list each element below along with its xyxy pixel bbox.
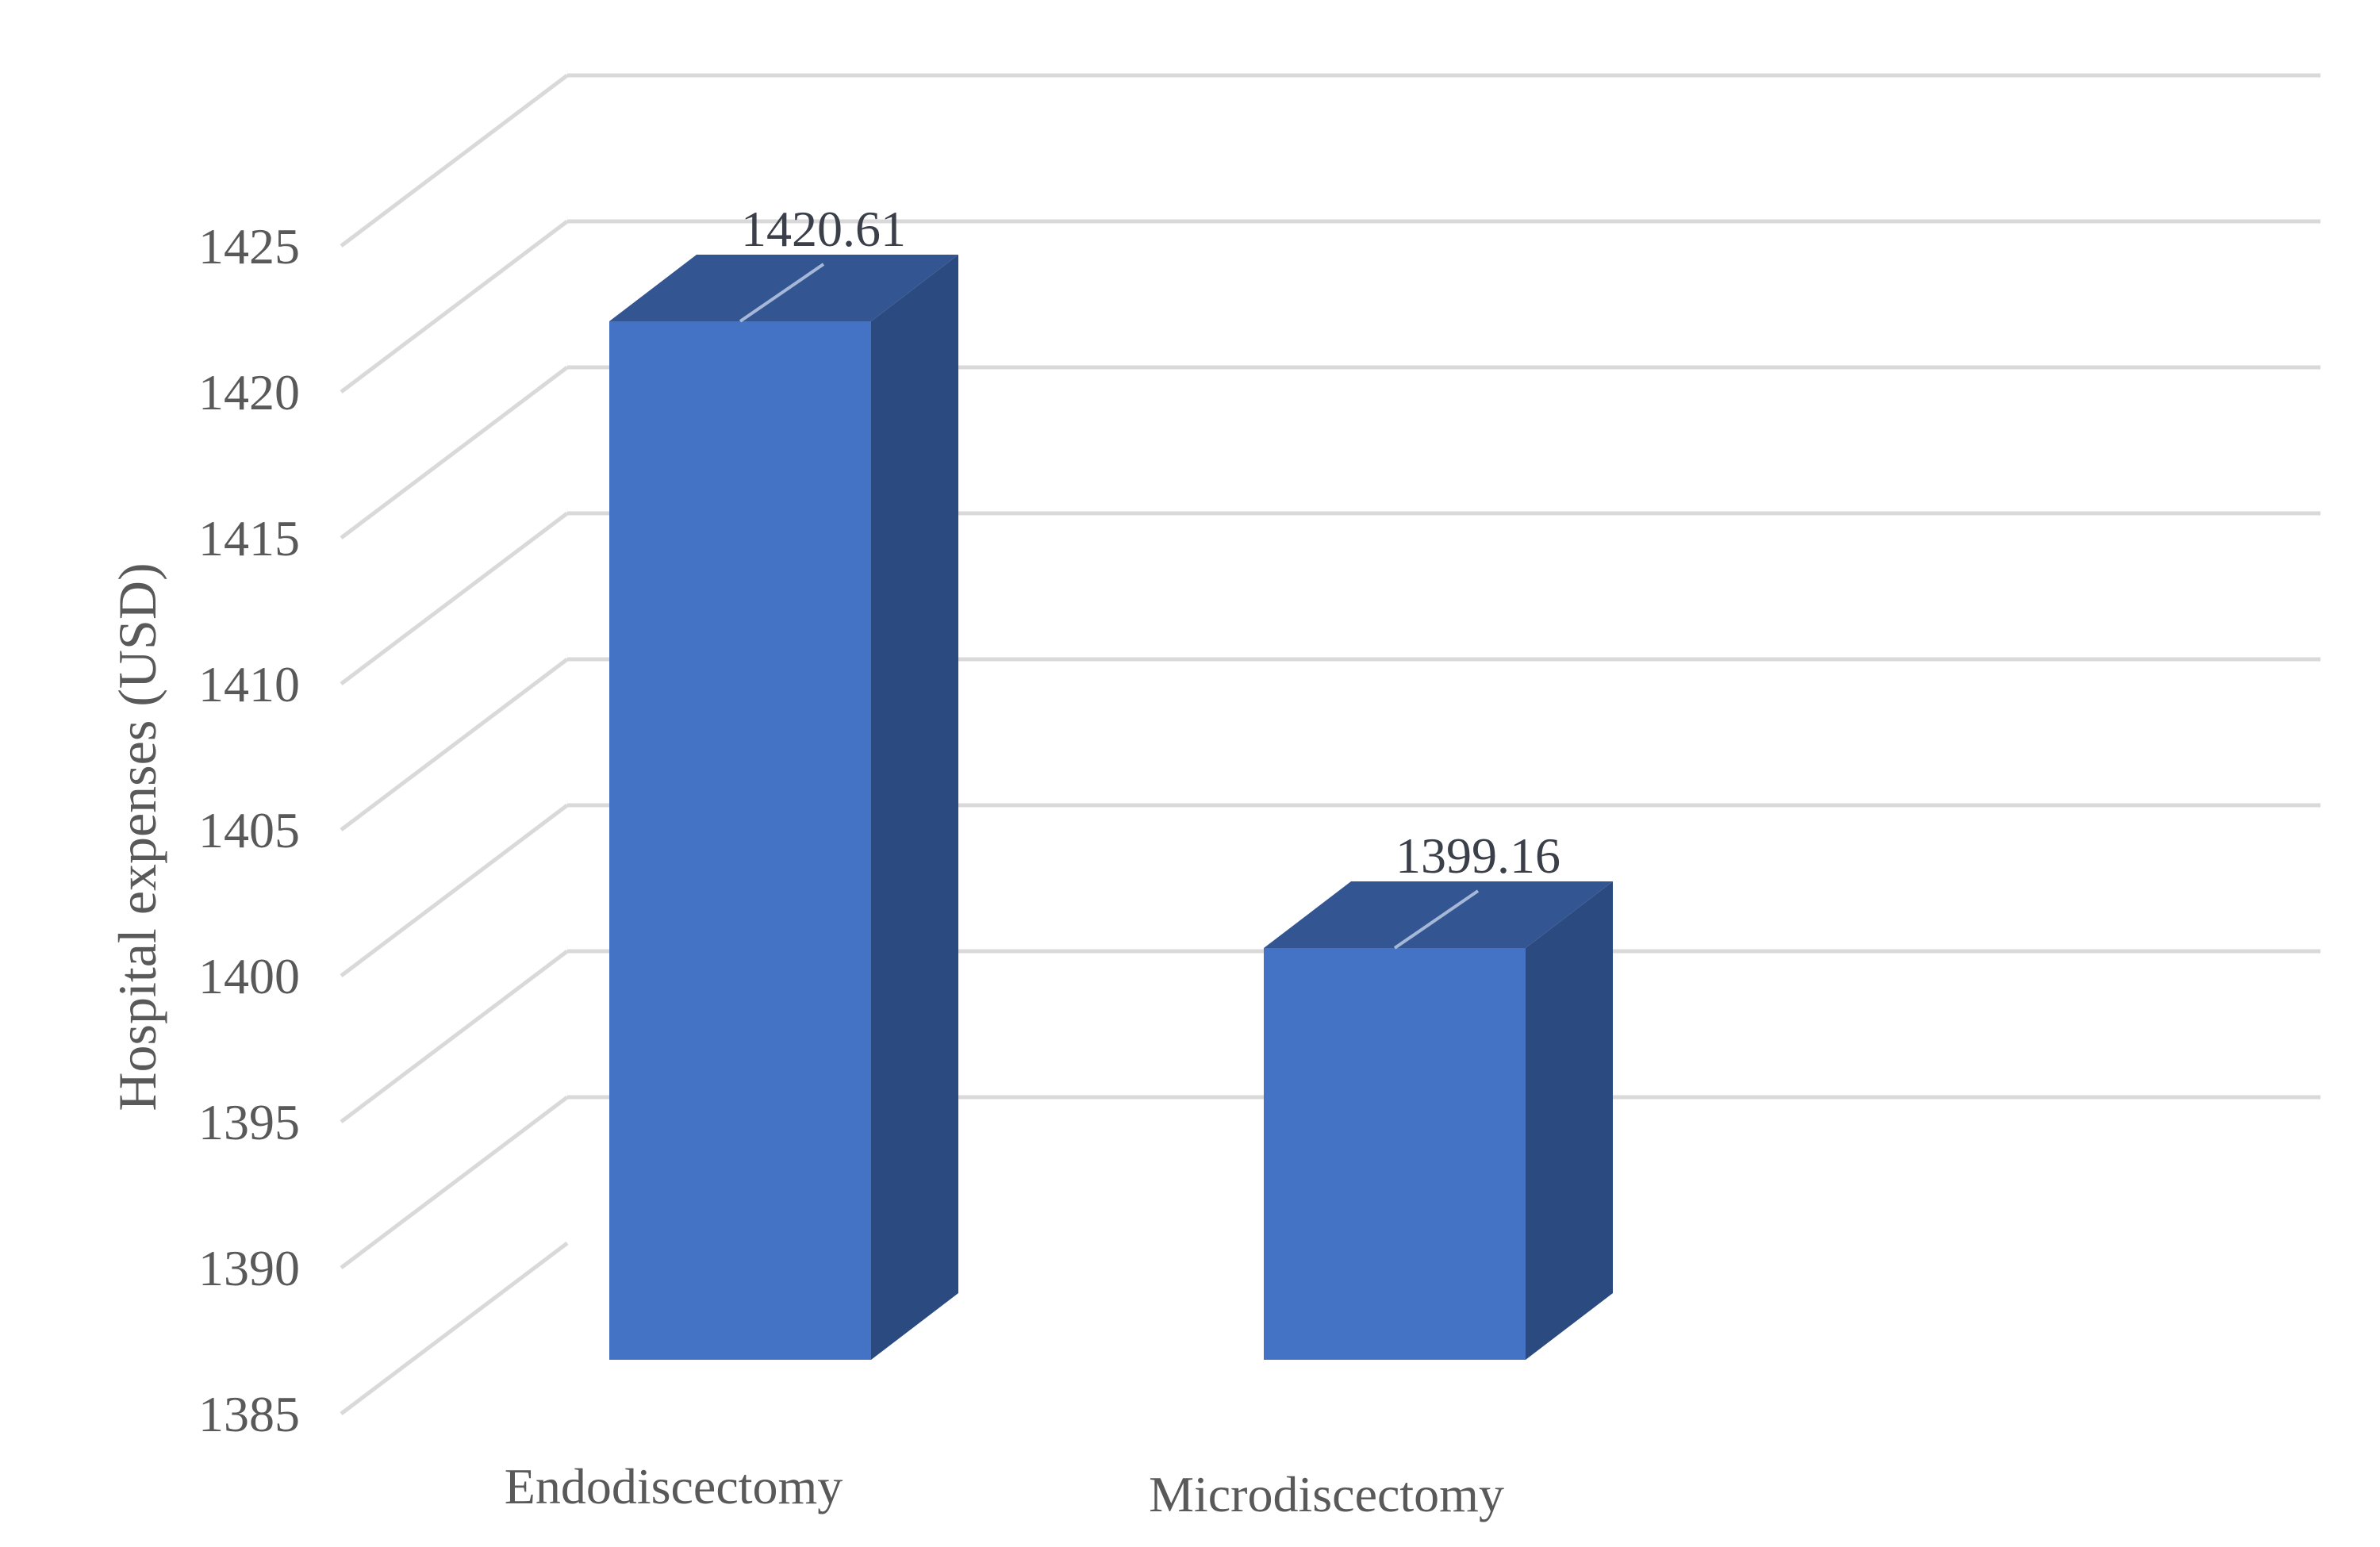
y-axis-ticks: 1385 1390 1395 1400 1405 1410 1415 1420 1425 [198, 218, 300, 1442]
bar-endodiscectomy: 1420.61 [609, 201, 958, 1360]
y-tick-label: 1385 [198, 1386, 300, 1442]
gridline-side [340, 366, 569, 539]
x-axis-categories: Endodiscectomy Microdiscectomy [505, 1458, 1504, 1522]
data-label: 1399.16 [1395, 827, 1560, 884]
data-label: 1420.61 [741, 201, 906, 257]
gridline-side [340, 220, 569, 393]
data-label-leader [1393, 889, 1480, 950]
bars: 1420.61 1399.16 [609, 201, 1613, 1360]
bar-front-face [609, 321, 871, 1360]
y-axis-title: Hospital expenses (USD) [107, 562, 167, 1111]
gridline-side [340, 1096, 569, 1269]
bar-front-face [1264, 948, 1526, 1360]
gridline-side [340, 804, 569, 977]
bar-top-face [609, 255, 958, 321]
bar-microdiscectomy: 1399.16 [1264, 827, 1613, 1360]
y-tick-label: 1400 [198, 948, 300, 1004]
y-tick-label: 1425 [198, 218, 300, 274]
y-tick-label: 1410 [198, 656, 300, 712]
bar-side-face [871, 255, 958, 1360]
bar-side-face [1526, 881, 1613, 1360]
data-label-leader [739, 263, 825, 323]
gridline-side [340, 658, 569, 831]
y-tick-label: 1420 [198, 364, 300, 420]
x-category-label: Microdiscectomy [1149, 1466, 1504, 1522]
y-tick-label: 1390 [198, 1240, 300, 1296]
x-category-label: Endodiscectomy [505, 1458, 843, 1514]
y-tick-label: 1395 [198, 1094, 300, 1150]
gridline-side [340, 74, 569, 248]
y-tick-label: 1415 [198, 510, 300, 566]
gridline-side [340, 1242, 569, 1415]
gridline-side [340, 512, 569, 685]
gridline-side [340, 950, 569, 1123]
bar-top-face [1264, 881, 1613, 948]
y-tick-label: 1405 [198, 802, 300, 858]
